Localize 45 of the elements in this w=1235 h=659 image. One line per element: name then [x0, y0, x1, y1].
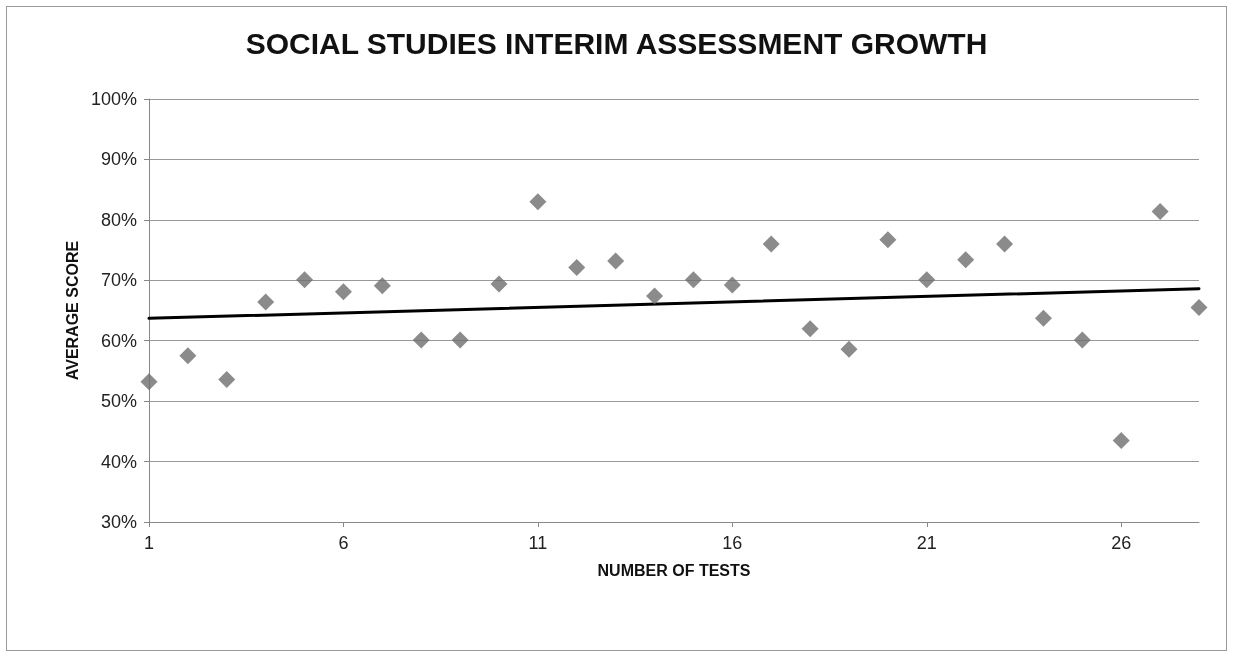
point [257, 293, 275, 311]
y-tick-label: 90% [100, 149, 137, 170]
x-tick-label: 6 [338, 533, 349, 553]
y-tick-label: 100% [90, 89, 137, 109]
x-tick-label: 11 [528, 533, 548, 553]
y-tick-label: 80% [100, 209, 137, 230]
y-tick-label: 40% [100, 451, 137, 472]
chart-title: SOCIAL STUDIES INTERIM ASSESSMENT GROWTH [245, 26, 988, 60]
y-tick-label: 50% [100, 391, 137, 412]
point [451, 331, 469, 349]
x-tick-label: 21 [916, 533, 937, 553]
y-tick-label: 70% [100, 270, 137, 291]
point [1034, 309, 1052, 327]
point [412, 331, 430, 349]
point [996, 235, 1014, 253]
point [879, 231, 897, 249]
point [801, 320, 819, 338]
point [684, 271, 702, 289]
point [646, 287, 664, 305]
point [218, 370, 236, 388]
x-axis-title: NUMBER OF TESTS [597, 561, 751, 579]
point [1190, 298, 1208, 316]
point [373, 277, 391, 295]
point [568, 259, 586, 277]
point [1073, 331, 1091, 349]
x-tick-label: 26 [1111, 533, 1132, 553]
point [918, 271, 936, 289]
y-tick-label: 30% [100, 512, 137, 532]
y-tick-label: 60% [100, 330, 137, 351]
y-axis-title: AVERAGE SCORE [63, 240, 81, 381]
point [334, 283, 352, 301]
x-tick-label: 16 [722, 533, 743, 553]
point [957, 251, 975, 269]
point [179, 347, 197, 365]
point [1112, 431, 1130, 449]
point [490, 275, 508, 293]
point [840, 340, 858, 358]
point [607, 252, 625, 270]
point [762, 235, 780, 253]
point [296, 271, 314, 289]
point [1151, 202, 1169, 220]
x-tick-label: 1 [143, 533, 155, 553]
point [723, 276, 741, 294]
point [140, 373, 158, 391]
point [529, 193, 547, 211]
